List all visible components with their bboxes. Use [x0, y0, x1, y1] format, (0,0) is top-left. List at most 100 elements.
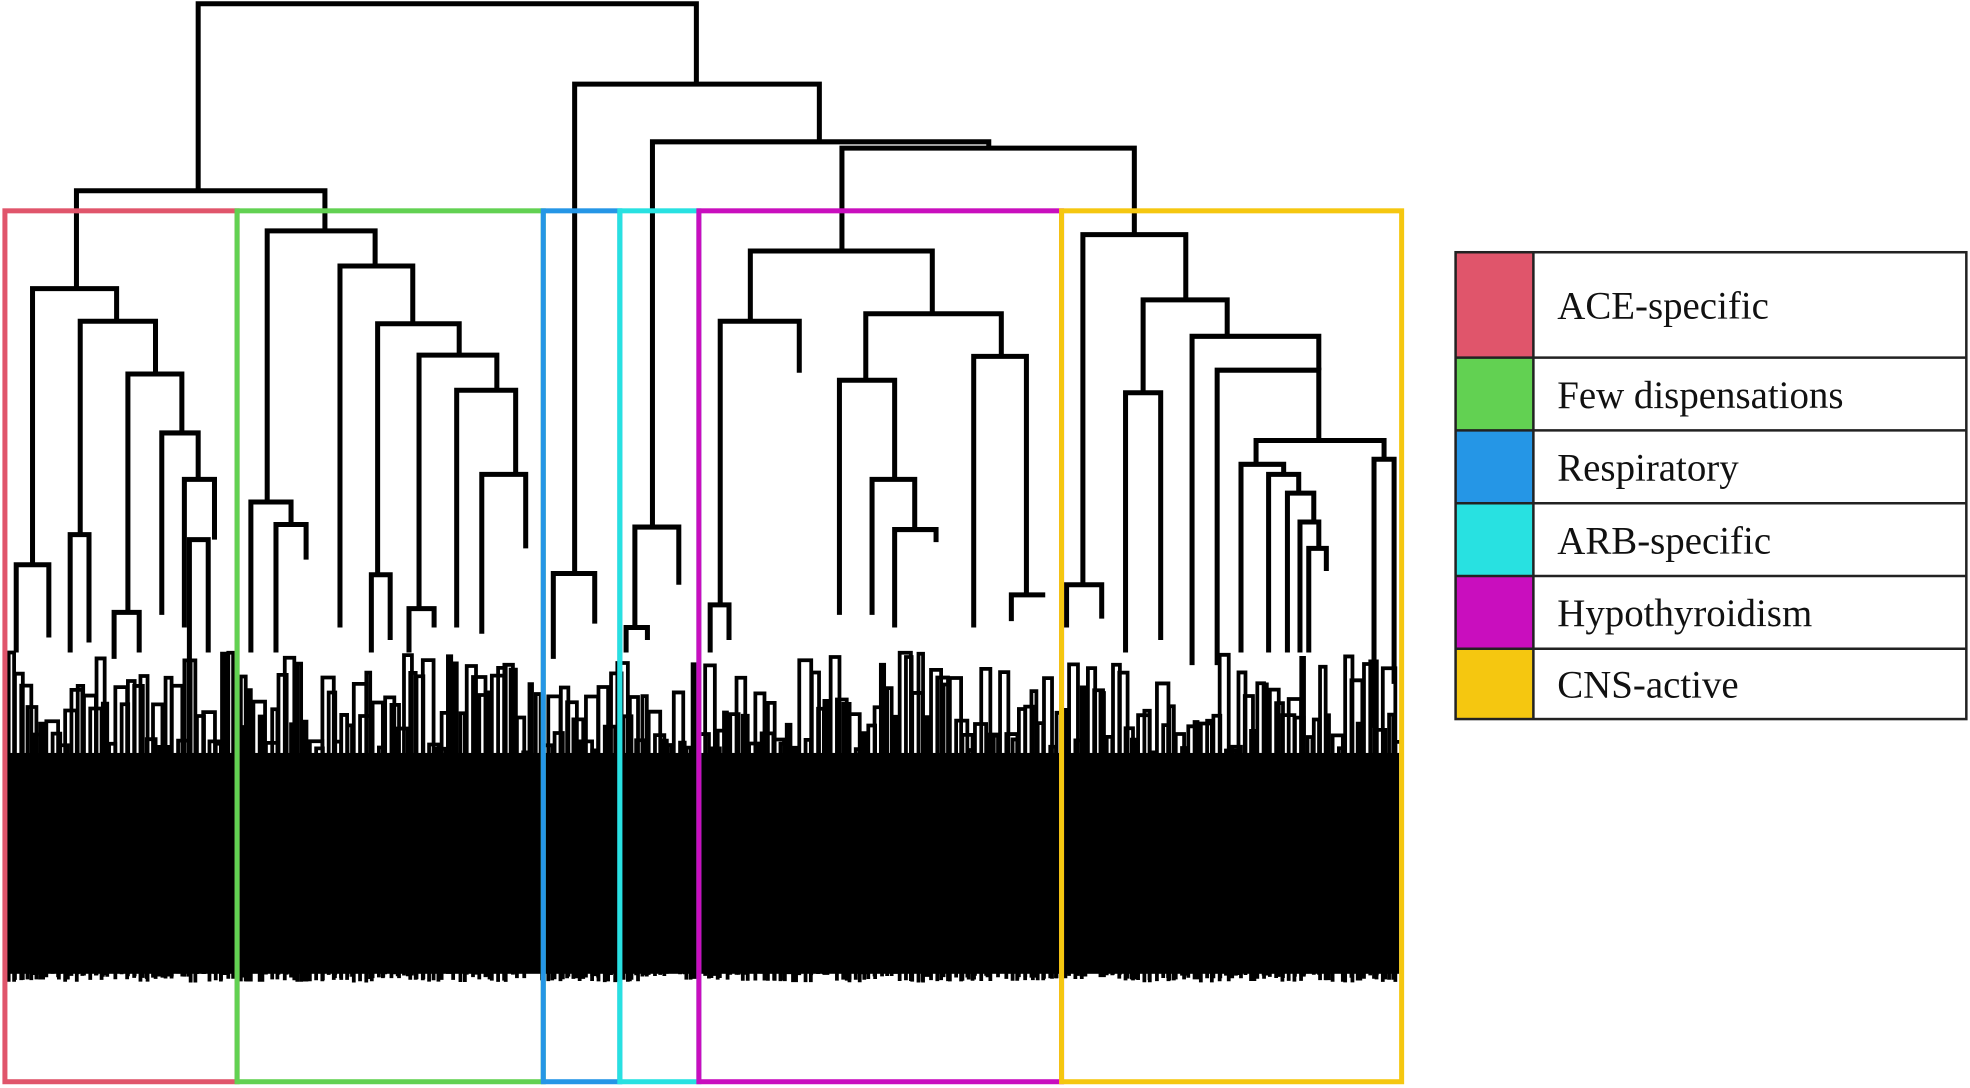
dendrogram-leaf-link	[753, 691, 767, 981]
dendrogram-leaf-link	[1148, 750, 1157, 973]
dendrogram-leaf-link	[301, 719, 309, 982]
dendrogram-leaf-link	[220, 651, 228, 976]
dendrogram-leaf-link	[929, 668, 943, 981]
dendrogram-leaf-link	[289, 722, 296, 978]
cluster-box-cns-active	[1059, 208, 1405, 1085]
dendrogram-link	[572, 81, 822, 574]
dendrogram-leaf-link	[257, 714, 265, 982]
dendrogram-link	[632, 524, 682, 628]
dendrogram-leaf-link	[1267, 687, 1281, 977]
legend-swatch-4	[1455, 576, 1534, 649]
dendrogram-leaf-link	[464, 664, 478, 975]
dendrogram-link	[454, 387, 519, 628]
dendrogram-leaf-link	[364, 670, 373, 980]
dendrogram-link	[73, 188, 328, 289]
dendrogram-leaf-link	[979, 667, 993, 982]
legend-label-arb-specific: ARB-specific	[1557, 519, 1771, 562]
dendrogram-link	[77, 318, 159, 535]
dendrogram-leaf-link	[653, 733, 667, 976]
dendrogram-link	[1253, 437, 1387, 465]
dendrogram-link	[195, 1, 699, 191]
dendrogram-leaf-link	[1167, 704, 1176, 981]
dendrogram-link	[273, 522, 309, 653]
dendrogram-leaf-link	[25, 705, 39, 980]
legend-label-cns-active: CNS-active	[1557, 664, 1738, 707]
dendrogram-leaf-link	[276, 673, 289, 975]
dendrogram-leaf-link	[1249, 729, 1257, 981]
dendrogram-link	[416, 352, 500, 609]
legend-label-few-dispensations: Few dispensations	[1557, 374, 1843, 417]
dendrogram-link	[1284, 490, 1317, 653]
dendrogram-link	[406, 606, 437, 653]
dendrogram-link	[1266, 471, 1302, 653]
dendrogram-leaf-link	[1299, 655, 1306, 976]
dendrogram-link	[479, 471, 529, 634]
dendrogram-link	[67, 532, 92, 653]
dendrogram-link	[248, 499, 294, 653]
dendrogram-links	[13, 1, 1397, 728]
dendrogram-leaf-link	[38, 721, 45, 980]
legend-label-respiratory: Respiratory	[1557, 447, 1739, 490]
dendrogram-leaf-link	[502, 662, 515, 975]
dendrogram-leaf-link	[722, 710, 729, 974]
dendrogram-leaf-link	[565, 700, 579, 979]
dendrogram-leaf-link	[295, 661, 304, 982]
dendrogram-link	[623, 624, 650, 653]
dendrogram-link	[159, 430, 201, 615]
dendrogram-leaf-link	[596, 685, 610, 982]
dendrogram-leaf-link	[590, 748, 598, 977]
dendrogram-link	[264, 228, 378, 502]
dendrogram-leaf-link	[1355, 721, 1363, 981]
dendrogram-link	[717, 318, 802, 605]
dendrogram-leaf-link	[891, 714, 899, 974]
dendrogram-leaf-link	[784, 722, 793, 975]
dendrogram-leaf-link	[1117, 670, 1130, 979]
dendrogram-link	[186, 537, 211, 659]
dendrogram-leaves	[6, 650, 1404, 983]
dendrogram-link	[971, 353, 1029, 628]
dendrogram-link	[1371, 456, 1397, 728]
legend-label-hypothyroidism: Hypothyroidism	[1557, 592, 1812, 635]
dendrogram-leaf-link	[571, 717, 586, 979]
dendrogram-leaf-link	[552, 731, 565, 980]
dendrogram-leaf-link	[684, 745, 693, 980]
dendrogram-leaf-link	[922, 715, 930, 977]
dendrogram-link	[839, 145, 1137, 251]
legend-swatch-3	[1455, 503, 1534, 576]
dendrogram-link	[747, 248, 935, 320]
dendrogram-link	[1140, 297, 1230, 393]
dendrogram-leaf-link	[690, 662, 698, 979]
dendrogram-leaf-link	[828, 655, 842, 974]
dendrogram-leaf-link	[822, 698, 830, 975]
dendrogram-leaf-link	[1261, 682, 1269, 976]
dendrogram-leaf-link	[132, 684, 145, 978]
dendrogram-link	[836, 377, 898, 615]
dendrogram-link	[550, 570, 598, 659]
dendrogram-leaf-link	[1230, 744, 1243, 979]
dendrogram-leaf-link	[151, 702, 165, 978]
dendrogram-leaf-link	[627, 695, 640, 982]
dendrogram-link	[892, 527, 939, 628]
dendrogram-leaf-link	[383, 695, 397, 975]
dendrogram-link	[181, 476, 217, 628]
dendrogram-leaf-link	[734, 675, 748, 975]
dendrogram-link	[707, 602, 732, 653]
dendrogram-link	[111, 609, 142, 659]
dendrogram-leaf-link	[847, 712, 862, 983]
legend-swatch-2	[1455, 430, 1534, 504]
dendrogram-leaf-link	[182, 658, 191, 977]
dendrogram-link	[1297, 519, 1322, 653]
dendrogram-link	[13, 562, 52, 653]
dendrogram-link	[1064, 582, 1105, 628]
dendrogram-link	[1080, 232, 1189, 585]
dendrogram-leaf-link	[860, 731, 868, 975]
dendrogram-link	[1214, 367, 1322, 666]
dendrogram-link	[649, 139, 992, 528]
dendrogram-leaf-link	[1192, 720, 1200, 980]
dendrogram-leaf-link	[1387, 712, 1396, 980]
dendrogram-leaf-link	[1098, 691, 1106, 978]
dendrogram-link	[1306, 545, 1329, 653]
dendrogram-link	[1008, 592, 1046, 622]
legend: ACE-specific Few dispensations Respirato…	[1454, 250, 1968, 721]
